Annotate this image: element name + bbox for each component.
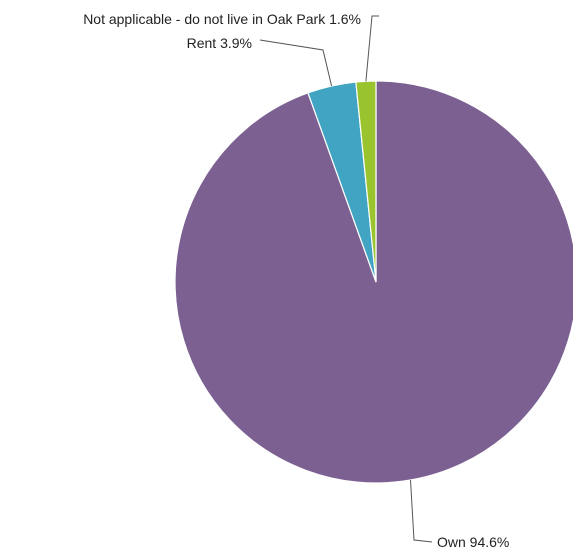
pie-slices — [174, 80, 573, 484]
leader-line-own — [410, 479, 433, 543]
leader-lines — [259, 15, 433, 543]
slice-label-own: Own 94.6% — [437, 534, 509, 550]
slice-label-not-applicable: Not applicable - do not live in Oak Park… — [83, 11, 361, 27]
slice-label-rent: Rent 3.9% — [187, 35, 252, 51]
slice-labels: Own 94.6% Rent 3.9% Not applicable - do … — [83, 11, 509, 550]
leader-line-rent — [259, 39, 333, 87]
leader-line-not-applicable — [365, 15, 379, 82]
